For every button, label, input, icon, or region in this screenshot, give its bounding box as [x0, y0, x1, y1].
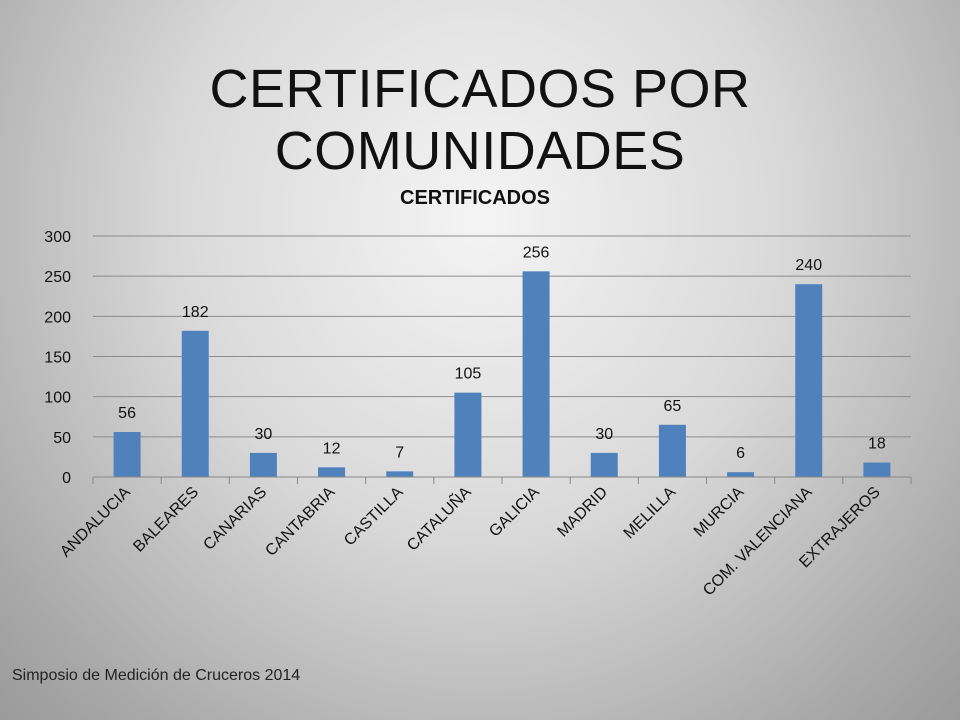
y-tick-label: 300 [44, 229, 71, 246]
footer-text: Simposio de Medición de Cruceros 2014 [12, 667, 301, 684]
bar-melilla [658, 424, 686, 477]
bar-baleares [181, 330, 209, 477]
gridlines [93, 235, 911, 438]
bar-madrid [590, 452, 618, 477]
bar-murcia [727, 472, 755, 477]
data-label: 6 [736, 445, 745, 462]
x-tick-label: GALICIA [486, 484, 543, 541]
bar-extrajeros [863, 462, 891, 477]
bar-galicia [522, 271, 550, 477]
slide-title: CERTIFICADOS POR COMUNIDADES [209, 59, 751, 181]
y-axis-ticks: 0 50 100 150 200 250 300 [44, 229, 71, 487]
bar-cataluña [454, 392, 482, 477]
bar-cantabria [318, 467, 346, 477]
x-tick-label: MURCIA [691, 484, 748, 541]
bar-canarias [249, 452, 277, 477]
x-tick-label: CANARIAS [200, 484, 270, 554]
x-tick-label: CANTABRIA [262, 484, 338, 560]
y-tick-label: 150 [44, 350, 71, 367]
x-tick-label: MELILLA [621, 484, 680, 543]
data-label: 182 [182, 304, 209, 321]
data-label: 12 [323, 440, 341, 457]
x-tick-label: BALEARES [130, 484, 202, 556]
bars [113, 271, 891, 477]
bar-andalucia [113, 432, 141, 477]
bar-castilla [386, 471, 414, 477]
data-label: 256 [523, 244, 550, 261]
data-label: 7 [395, 444, 404, 461]
x-tick-label: CATALUÑA [402, 481, 475, 554]
y-tick-label: 0 [62, 470, 71, 487]
y-tick-label: 200 [44, 309, 71, 326]
x-tick-label: ANDALUCIA [57, 484, 134, 561]
y-tick-label: 50 [53, 430, 71, 447]
bar-com-valenciana [795, 284, 823, 477]
data-label: 65 [664, 398, 682, 415]
data-label: 30 [595, 426, 613, 443]
y-tick-label: 250 [44, 269, 71, 286]
data-label: 18 [868, 436, 886, 453]
x-tick-label: MADRID [554, 484, 611, 541]
y-tick-label: 100 [44, 390, 71, 407]
data-label: 56 [118, 405, 136, 422]
data-label: 105 [455, 366, 482, 383]
data-label: 240 [795, 257, 822, 274]
data-label: 30 [255, 426, 273, 443]
data-labels: 56 182 30 12 7 105 256 30 65 6 240 18 [118, 244, 886, 462]
x-tick-label: CASTILLA [341, 484, 407, 550]
chart-title: CERTIFICADOS [400, 187, 550, 209]
